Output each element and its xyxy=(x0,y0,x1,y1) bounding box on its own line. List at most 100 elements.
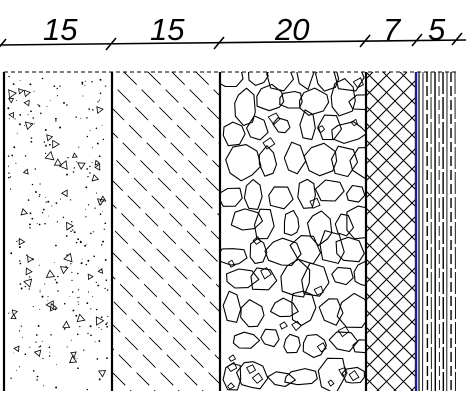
rubble-stone xyxy=(217,188,242,206)
concrete-dot xyxy=(93,255,95,257)
crosshatch-line xyxy=(145,72,466,391)
concrete-dot xyxy=(26,254,28,256)
concrete-dot xyxy=(84,245,86,247)
rubble-stone xyxy=(233,332,259,348)
concrete-dot xyxy=(66,104,68,106)
concrete-dot xyxy=(77,358,78,359)
concrete-dot xyxy=(13,353,14,354)
aggregate-triangle xyxy=(62,190,67,196)
concrete-dot xyxy=(64,328,66,330)
concrete-dot xyxy=(96,309,97,310)
concrete-dot xyxy=(82,259,83,260)
aggregate-triangle xyxy=(9,113,14,118)
insulation-hatch-line xyxy=(0,72,286,391)
rubble-stone xyxy=(267,65,294,91)
concrete-dot xyxy=(100,92,102,94)
concrete-dot xyxy=(57,276,58,277)
rubble-stone xyxy=(316,65,339,91)
concrete-dot xyxy=(56,88,57,89)
concrete-dot xyxy=(102,211,103,212)
concrete-dot xyxy=(77,297,78,298)
concrete-dot xyxy=(8,76,9,77)
concrete-dot xyxy=(67,157,68,158)
concrete-dot xyxy=(87,389,88,390)
concrete-dot xyxy=(39,345,41,347)
aggregate-triangle xyxy=(24,279,32,287)
concrete-dot xyxy=(99,155,101,157)
concrete-dot xyxy=(49,355,51,357)
concrete-dot xyxy=(101,244,102,245)
crosshatch-line xyxy=(196,72,466,391)
aggregate-triangle xyxy=(99,371,106,377)
concrete-dot xyxy=(86,264,88,266)
concrete-dot xyxy=(66,174,68,176)
concrete-dot xyxy=(20,283,22,285)
concrete-dot xyxy=(86,117,87,118)
aggregate-triangle xyxy=(46,270,54,277)
concrete-dot xyxy=(36,379,38,381)
rubble-stone xyxy=(261,329,279,346)
concrete-dot xyxy=(60,199,61,200)
crosshatch-line xyxy=(451,72,466,391)
small-stone xyxy=(247,365,256,374)
small-stone xyxy=(314,286,323,295)
aggregate-triangle xyxy=(47,135,53,141)
insulation-hatch-line xyxy=(0,72,166,391)
concrete-dot xyxy=(63,217,64,218)
concrete-dot xyxy=(104,222,106,224)
concrete-dot xyxy=(76,161,77,162)
aggregate-triangle xyxy=(97,107,103,114)
rubble-stone xyxy=(284,211,299,236)
concrete-dot xyxy=(47,300,48,301)
concrete-dot xyxy=(70,231,71,232)
rubble-stone xyxy=(332,146,358,176)
aggregate-triangle xyxy=(100,196,106,201)
concrete-dot xyxy=(106,322,107,323)
concrete-dot xyxy=(97,358,99,360)
aggregate-triangle xyxy=(88,274,93,279)
concrete-dot xyxy=(31,137,33,139)
concrete-dot xyxy=(42,212,43,213)
aggregate-triangle xyxy=(45,152,54,160)
rubble-stone xyxy=(268,372,296,387)
concrete-dot xyxy=(55,118,57,120)
insulation-hatch-line xyxy=(148,72,466,391)
aggregate-triangle xyxy=(92,175,98,181)
concrete-dot xyxy=(16,370,17,371)
concrete-dot xyxy=(57,221,58,222)
concrete-dot xyxy=(9,118,10,119)
rubble-stone xyxy=(315,180,344,201)
aggregate-triangle xyxy=(25,122,33,129)
concrete-dot xyxy=(94,207,95,208)
concrete-dot xyxy=(69,296,70,297)
rubble-stone xyxy=(320,231,344,264)
small-stone xyxy=(252,373,262,383)
layer-concrete xyxy=(7,76,108,390)
concrete-dot xyxy=(31,218,33,220)
concrete-dot xyxy=(97,143,99,145)
concrete-dot xyxy=(107,289,109,291)
concrete-dot xyxy=(39,194,40,195)
rubble-stone xyxy=(269,187,293,209)
concrete-dot xyxy=(79,326,80,327)
concrete-dot xyxy=(19,330,20,331)
concrete-dot xyxy=(22,337,23,338)
small-stone xyxy=(280,322,287,329)
concrete-dot xyxy=(72,310,74,312)
small-stone xyxy=(349,371,359,381)
concrete-dot xyxy=(101,316,103,318)
concrete-dot xyxy=(32,117,34,119)
rubble-stone xyxy=(237,362,268,389)
concrete-dot xyxy=(78,147,79,148)
rubble-stone xyxy=(284,142,305,174)
concrete-dot xyxy=(35,168,37,170)
concrete-dot xyxy=(83,349,84,350)
crosshatch-line xyxy=(26,72,356,391)
concrete-dot xyxy=(43,385,44,386)
dimension-label-layer-1: 15 xyxy=(43,12,78,47)
concrete-dot xyxy=(89,166,90,167)
aggregate-triangle xyxy=(73,153,78,157)
concrete-dot xyxy=(72,291,74,293)
concrete-dot xyxy=(10,377,11,378)
concrete-dot xyxy=(45,197,46,198)
